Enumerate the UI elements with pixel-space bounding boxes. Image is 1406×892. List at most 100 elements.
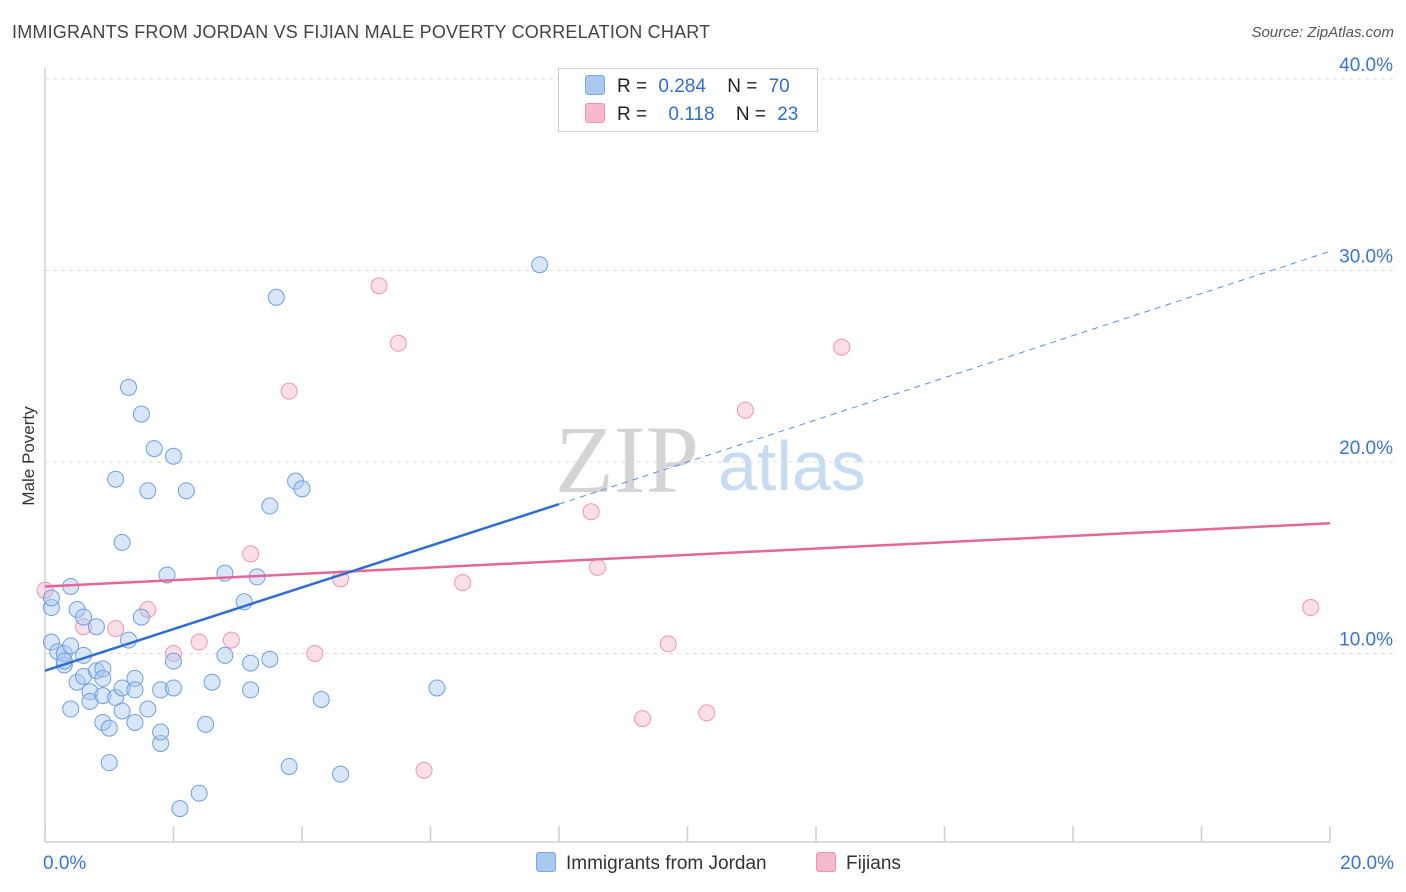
bottom-legend-swatch-fijians — [816, 852, 836, 872]
x-tick-label: 0.0% — [43, 853, 86, 874]
data-point-jordan — [62, 637, 80, 655]
data-point-jordan — [171, 800, 189, 818]
source-credit: Source: ZipAtlas.com — [1251, 24, 1394, 41]
data-point-jordan — [81, 683, 99, 701]
x-tick-label: 20.0% — [1340, 853, 1394, 874]
data-point-jordan — [94, 687, 112, 705]
trend-line-fijians — [44, 522, 1331, 588]
data-point-jordan — [42, 589, 60, 607]
data-point-fijians — [582, 503, 600, 521]
chart-title: IMMIGRANTS FROM JORDAN VS FIJIAN MALE PO… — [12, 22, 711, 42]
legend-n-label: N = — [735, 104, 766, 125]
data-point-fijians — [242, 545, 260, 563]
data-point-jordan — [531, 256, 549, 274]
watermark-zip: ZIP — [555, 406, 699, 513]
data-point-jordan — [100, 754, 118, 772]
data-point-jordan — [139, 482, 157, 500]
y-tick-label: 20.0% — [1339, 438, 1393, 459]
data-point-jordan — [94, 660, 112, 678]
data-point-jordan — [428, 679, 446, 697]
data-point-jordan — [261, 497, 279, 515]
data-point-fijians — [389, 334, 407, 352]
data-point-jordan — [132, 608, 150, 626]
data-point-fijians — [75, 618, 93, 636]
data-point-jordan — [107, 470, 125, 488]
data-point-jordan — [113, 702, 131, 720]
data-point-fijians — [280, 382, 298, 400]
data-point-jordan — [293, 480, 311, 498]
data-point-fijians — [222, 631, 240, 649]
data-point-fijians — [107, 620, 125, 638]
data-point-jordan — [242, 681, 260, 699]
data-point-jordan — [42, 599, 60, 617]
data-point-jordan — [261, 650, 279, 668]
y-axis-label: Male Poverty — [19, 406, 38, 506]
data-point-jordan — [165, 447, 182, 465]
data-point-jordan — [280, 757, 298, 775]
data-point-fijians — [698, 704, 716, 722]
data-point-fijians — [190, 633, 208, 651]
data-point-jordan — [68, 673, 86, 691]
data-point-jordan — [216, 646, 234, 664]
data-point-fijians — [659, 635, 677, 653]
y-tick-label: 40.0% — [1339, 55, 1393, 76]
bottom-legend-swatch-jordan — [536, 852, 556, 872]
data-point-jordan — [152, 681, 170, 699]
data-point-jordan — [158, 566, 176, 584]
data-point-jordan — [152, 723, 170, 741]
data-point-fijians — [370, 277, 388, 295]
data-point-fijians — [306, 645, 324, 662]
data-point-jordan — [145, 440, 163, 458]
data-point-jordan — [177, 482, 195, 500]
legend-row-jordan: R = 0.284 N = 70 — [585, 75, 790, 97]
data-point-jordan — [94, 713, 112, 731]
legend-row-fijians: R = 0.118 N = 23 — [585, 103, 798, 125]
data-point-jordan — [113, 533, 131, 551]
data-point-jordan — [165, 679, 182, 697]
trend-line-jordan-projection — [558, 250, 1331, 505]
data-point-jordan — [100, 719, 118, 737]
data-point-jordan — [126, 681, 144, 699]
watermark-atlas: atlas — [718, 427, 866, 505]
data-point-jordan — [120, 378, 138, 396]
bottom-legend-jordan: Immigrants from Jordan — [536, 852, 767, 875]
data-point-jordan — [190, 784, 208, 802]
correlation-legend: R = 0.284 N = 70 R = 0.118 N = 23 — [558, 68, 818, 132]
data-point-jordan — [139, 700, 157, 718]
legend-r-label: R = — [617, 104, 648, 125]
trend-line-jordan — [44, 502, 560, 672]
bottom-legend-label-jordan: Immigrants from Jordan — [566, 853, 767, 874]
data-point-jordan — [132, 405, 150, 423]
data-point-jordan — [267, 288, 285, 306]
legend-n-value-jordan: 70 — [768, 76, 790, 97]
legend-r-label: R = — [617, 76, 648, 97]
data-point-jordan — [332, 765, 350, 783]
data-point-jordan — [75, 608, 93, 626]
bottom-legend-fijians: Fijians — [816, 852, 901, 875]
data-point-fijians — [1302, 599, 1320, 617]
data-point-fijians — [736, 401, 754, 419]
legend-swatch-fijians — [585, 103, 605, 123]
data-point-jordan — [197, 715, 215, 733]
data-point-fijians — [833, 338, 851, 356]
legend-swatch-jordan — [585, 75, 605, 95]
data-point-jordan — [312, 690, 330, 708]
y-tick-label: 10.0% — [1339, 630, 1393, 651]
data-point-jordan — [42, 633, 60, 651]
data-point-jordan — [242, 654, 260, 672]
data-point-jordan — [87, 618, 105, 636]
data-point-jordan — [94, 669, 112, 687]
legend-r-value-jordan: 0.284 — [658, 76, 706, 97]
data-point-fijians — [415, 761, 433, 779]
y-tick-label: 30.0% — [1339, 247, 1393, 268]
data-point-fijians — [634, 710, 652, 728]
data-point-jordan — [62, 700, 80, 718]
legend-n-label: N = — [727, 76, 758, 97]
data-point-jordan — [165, 652, 182, 670]
legend-n-value-fijians: 23 — [777, 104, 799, 125]
data-point-jordan — [203, 673, 221, 691]
legend-r-value-fijians: 0.118 — [668, 104, 715, 125]
data-point-jordan — [126, 713, 144, 731]
data-point-fijians — [454, 574, 472, 592]
